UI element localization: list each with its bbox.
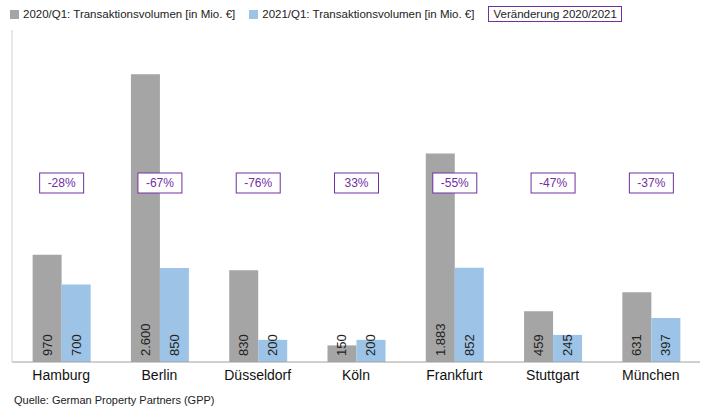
svg-text:-47%: -47% <box>539 176 567 190</box>
svg-text:-55%: -55% <box>441 176 469 190</box>
svg-text:33%: 33% <box>344 176 368 190</box>
svg-text:Frankfurt: Frankfurt <box>426 367 482 383</box>
svg-text:397: 397 <box>658 334 673 356</box>
svg-text:-67%: -67% <box>146 176 174 190</box>
svg-text:970: 970 <box>40 334 55 356</box>
svg-text:Hamburg: Hamburg <box>32 367 90 383</box>
html-text:Quelle: German Property Partne: Quelle: German Property Partners (GPP) <box>14 394 215 406</box>
svg-text:1.883: 1.883 <box>433 323 448 356</box>
html-text:Veränderung 2020/2021: Veränderung 2020/2021 <box>493 8 617 20</box>
svg-text:830: 830 <box>236 334 251 356</box>
html-text:2020/Q1: Transaktionsvolumen [: 2020/Q1: Transaktionsvolumen [in Mio. €] <box>23 8 236 20</box>
svg-text:852: 852 <box>462 334 477 356</box>
svg-text:-76%: -76% <box>244 176 272 190</box>
svg-text:-37%: -37% <box>637 176 665 190</box>
svg-text:200: 200 <box>363 334 378 356</box>
html-text:2021/Q1: Transaktionsvolumen [: 2021/Q1: Transaktionsvolumen [in Mio. €] <box>262 8 475 20</box>
svg-text:2.600: 2.600 <box>138 323 153 356</box>
svg-text:459: 459 <box>531 334 546 356</box>
svg-text:245: 245 <box>560 334 575 356</box>
svg-text:Düsseldorf: Düsseldorf <box>224 367 291 383</box>
svg-text:200: 200 <box>265 334 280 356</box>
svg-text:850: 850 <box>167 334 182 356</box>
svg-text:-28%: -28% <box>48 176 76 190</box>
svg-text:631: 631 <box>629 334 644 356</box>
svg-text:Köln: Köln <box>342 367 370 383</box>
svg-text:Berlin: Berlin <box>142 367 178 383</box>
svg-text:700: 700 <box>69 334 84 356</box>
svg-text:München: München <box>622 367 680 383</box>
svg-text:Stuttgart: Stuttgart <box>526 367 579 383</box>
svg-text:150: 150 <box>334 334 349 356</box>
